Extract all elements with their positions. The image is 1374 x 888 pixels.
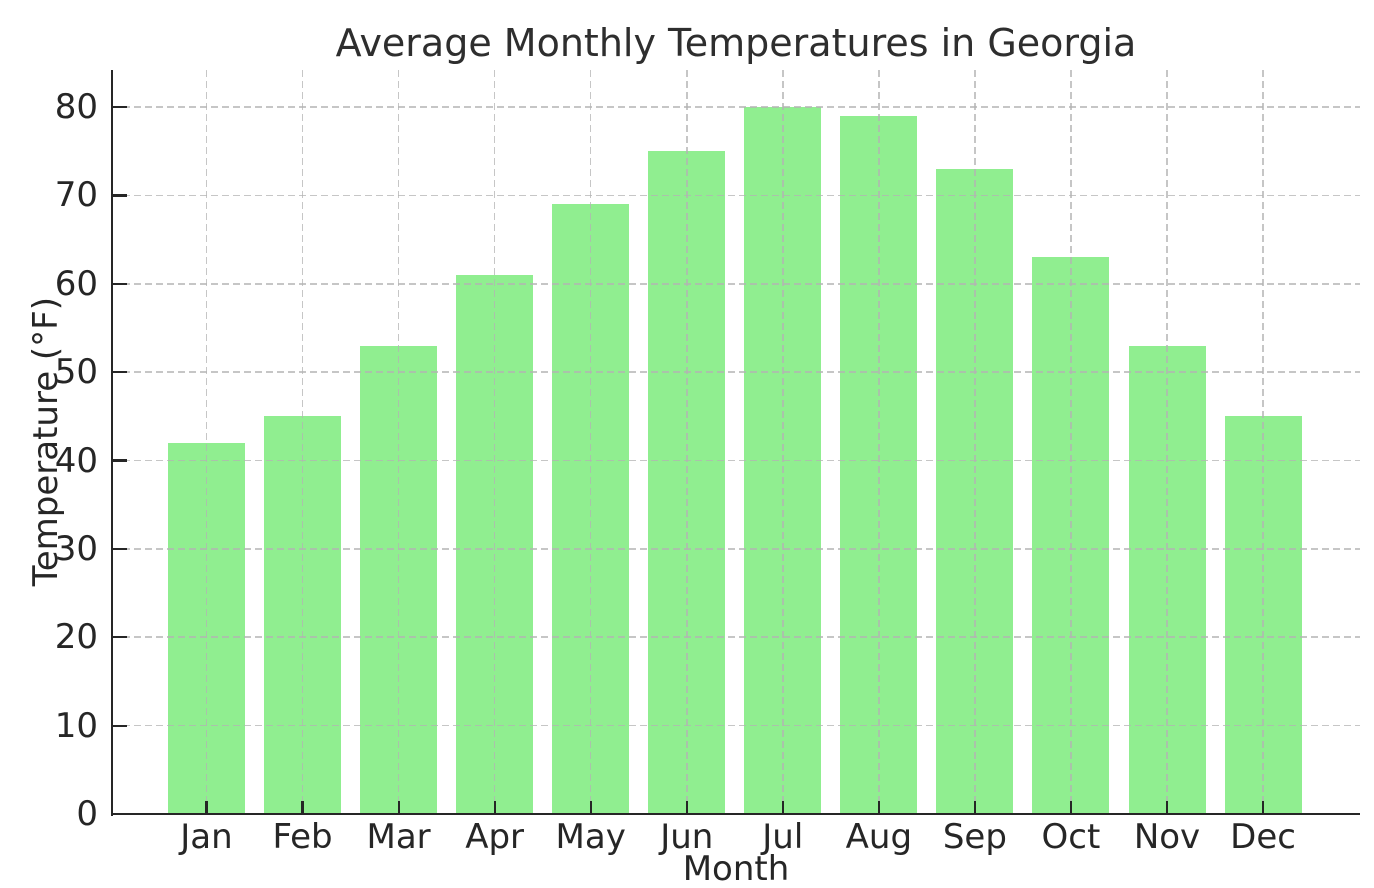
- y-tick-mark: [113, 194, 127, 197]
- y-tick-mark: [113, 724, 127, 727]
- gridline-vertical: [397, 70, 400, 814]
- gridline-vertical: [974, 70, 976, 814]
- y-tick-label: 0: [76, 794, 98, 834]
- y-tick-mark: [113, 459, 127, 462]
- x-tick-mark: [685, 801, 688, 814]
- left-spine: [110, 70, 113, 816]
- y-tick-label: 20: [54, 617, 98, 658]
- gridline-vertical: [685, 70, 688, 814]
- y-tick-mark: [113, 371, 127, 374]
- x-tick-mark: [973, 801, 976, 814]
- gridline-horizontal: [112, 106, 1360, 108]
- y-tick-label: 50: [54, 352, 98, 393]
- gridline-vertical: [589, 70, 592, 814]
- y-tick-mark: [113, 282, 127, 285]
- x-tick-label: Mar: [366, 817, 431, 857]
- gridline-vertical: [301, 70, 304, 814]
- y-tick-mark: [113, 812, 127, 816]
- x-tick-mark: [1165, 801, 1169, 814]
- x-tick-label: Jun: [660, 817, 714, 857]
- chart-title: Average Monthly Temperatures in Georgia: [335, 21, 1137, 65]
- y-tick-mark: [113, 636, 127, 639]
- gridline-vertical: [782, 70, 784, 814]
- x-tick-mark: [1069, 801, 1073, 814]
- gridline-vertical: [493, 70, 496, 814]
- y-tick-mark: [113, 547, 127, 550]
- x-tick-mark: [781, 801, 784, 814]
- x-tick-label: Sep: [942, 817, 1007, 857]
- gridline-vertical: [1166, 70, 1168, 814]
- y-tick-mark: [113, 106, 127, 109]
- x-tick-label: Nov: [1133, 817, 1201, 857]
- x-tick-mark: [493, 801, 496, 814]
- gridline-horizontal: [112, 194, 1360, 197]
- x-tick-label: Jul: [762, 817, 804, 857]
- gridline-vertical: [1262, 70, 1264, 814]
- y-tick-label: 70: [54, 175, 98, 216]
- x-tick-mark: [1261, 801, 1265, 814]
- bottom-spine: [110, 812, 1360, 815]
- gridline-vertical: [205, 70, 208, 814]
- gridline-horizontal: [112, 636, 1360, 639]
- x-tick-mark: [397, 801, 400, 814]
- x-tick-label: Apr: [465, 817, 525, 857]
- x-tick-mark: [205, 801, 208, 814]
- x-tick-label: May: [555, 817, 626, 857]
- gridline-horizontal: [112, 283, 1360, 285]
- x-tick-label: Aug: [845, 817, 913, 857]
- y-tick-label: 40: [54, 440, 98, 481]
- x-tick-mark: [301, 801, 304, 814]
- gridline-vertical: [1070, 70, 1072, 814]
- y-tick-label: 60: [54, 263, 98, 304]
- gridline-horizontal: [112, 724, 1360, 727]
- y-tick-label: 30: [54, 528, 98, 569]
- gridline-horizontal: [112, 459, 1360, 462]
- x-tick-label: Jan: [180, 817, 233, 857]
- gridline-horizontal: [112, 548, 1360, 550]
- x-tick-mark: [589, 801, 592, 814]
- y-tick-label: 80: [54, 87, 98, 128]
- plot-area: [112, 70, 1360, 814]
- gridline-vertical: [878, 70, 880, 814]
- y-tick-label: 10: [54, 705, 98, 746]
- x-tick-label: Oct: [1041, 817, 1101, 857]
- x-axis-title: Month: [682, 849, 790, 888]
- gridline-horizontal: [112, 371, 1360, 373]
- x-tick-mark: [877, 801, 880, 814]
- x-tick-label: Feb: [272, 817, 333, 857]
- x-tick-label: Dec: [1230, 817, 1296, 857]
